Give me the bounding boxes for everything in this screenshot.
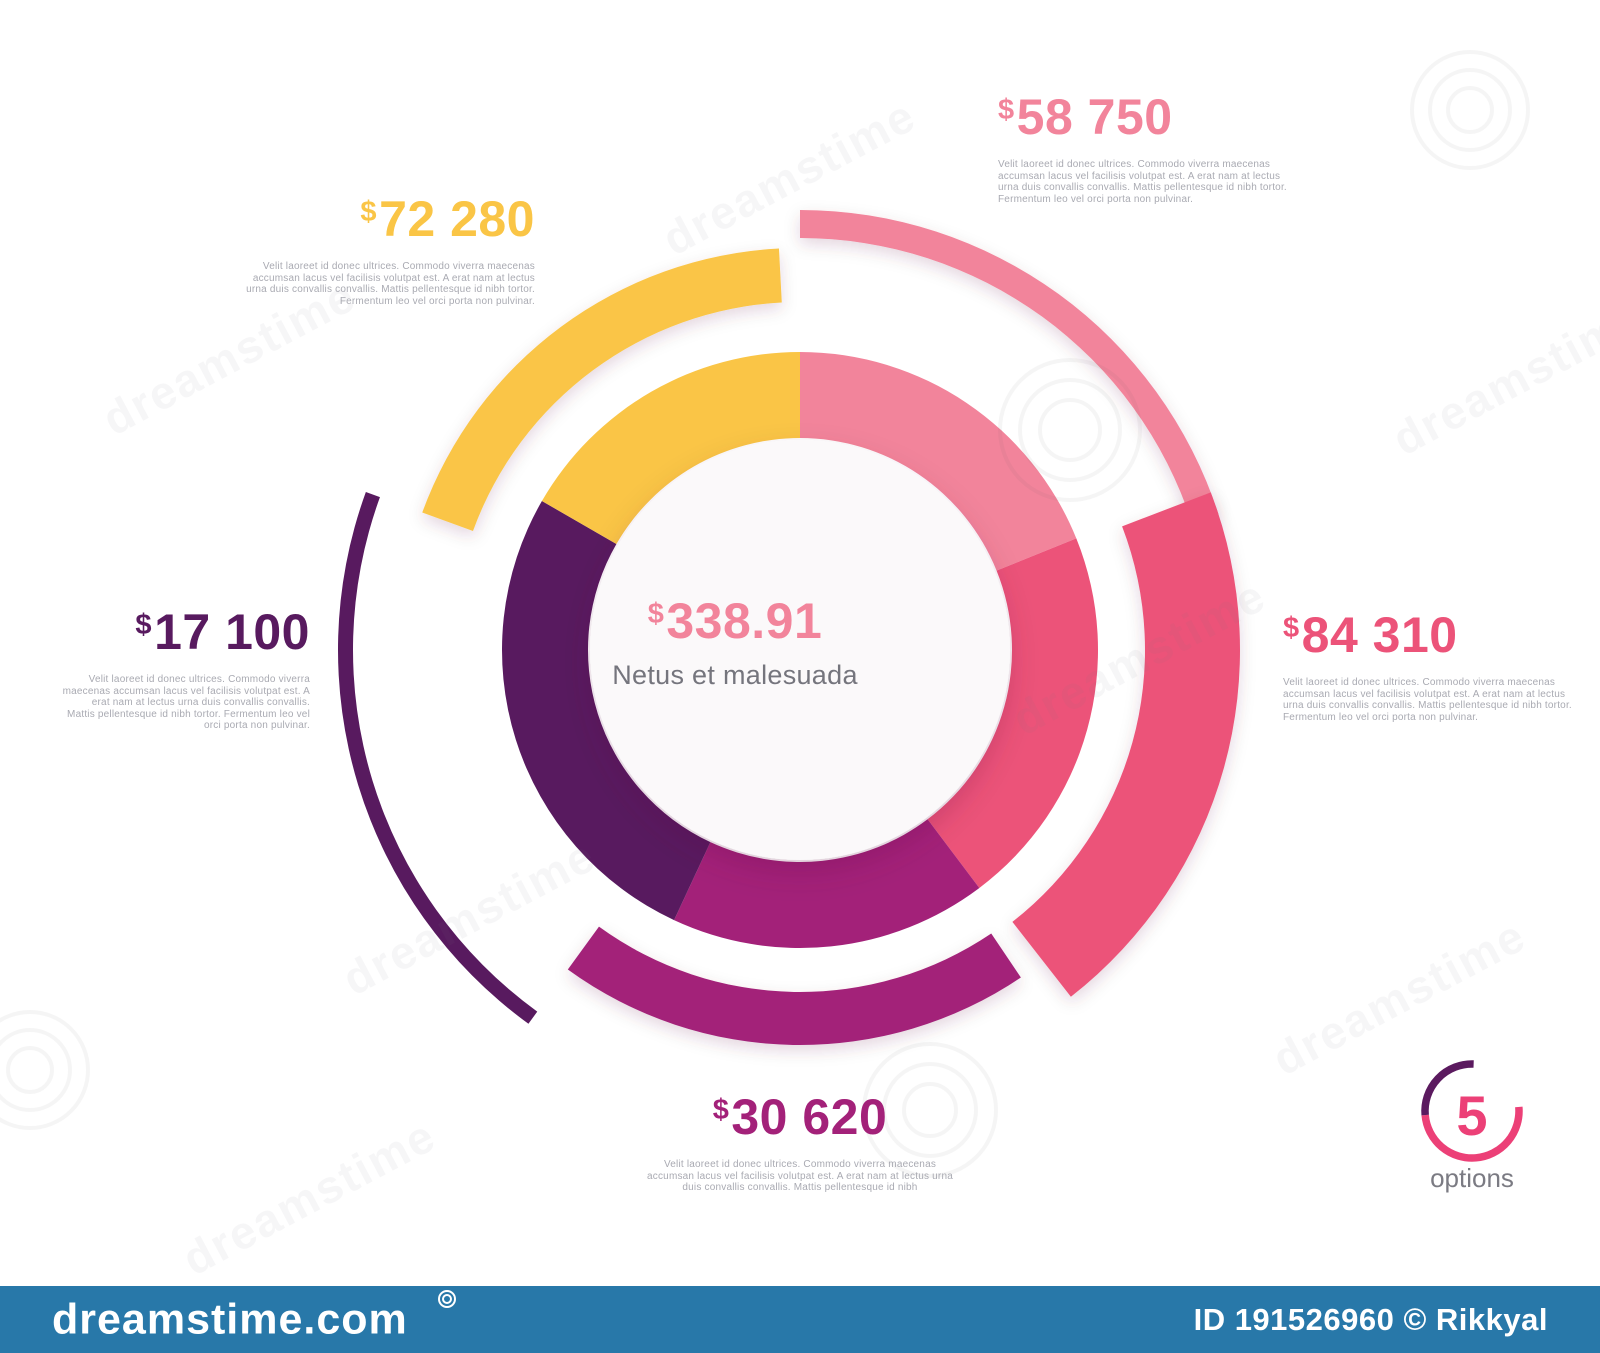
amount: 58 750 [1016, 89, 1173, 145]
center-subtitle: Netus et malesuada [612, 660, 858, 690]
amount: 30 620 [731, 1089, 888, 1145]
segment-description: Velit laoreet id donec ultrices. Commodo… [62, 674, 310, 732]
watermark-spiral-icon [998, 358, 1142, 502]
amount: 84 310 [1301, 607, 1458, 663]
center-total-value: $338.91 [575, 592, 895, 650]
segment-value: $72 280 [243, 190, 535, 248]
options-count: 5 [1456, 1083, 1488, 1147]
ring-segment-30620 [674, 819, 980, 948]
outer-arc-30620 [567, 926, 1021, 1045]
outer-arc-17100 [337, 491, 538, 1024]
watermark-text: dreamstime [1004, 568, 1275, 746]
segment-value: $30 620 [640, 1088, 960, 1146]
segment-value: $58 750 [998, 88, 1298, 146]
segment-description: Velit laoreet id donec ultrices. Commodo… [1283, 677, 1572, 723]
options-count-badge: 5 [1412, 1051, 1532, 1171]
segment-label-17100: $17 100 Velit laoreet id donec ultrices.… [62, 603, 310, 732]
ring-segment-17100 [502, 501, 711, 921]
segment-label-72280: $72 280 Velit laoreet id donec ultrices.… [243, 190, 535, 307]
options-ring-icon [1421, 1060, 1523, 1162]
ring-segment-84310 [927, 538, 1098, 888]
segment-value: $17 100 [62, 603, 310, 661]
watermark-spiral-icon [0, 1010, 90, 1130]
watermark-spiral-icon [1410, 50, 1530, 170]
currency-sign: $ [135, 608, 153, 641]
dreamstime-spiral-icon [438, 1290, 456, 1308]
outer-arc-84310 [1012, 492, 1240, 997]
segment-description: Velit laoreet id donec ultrices. Commodo… [647, 1159, 953, 1194]
options-label: options [1430, 1163, 1514, 1193]
currency-sign: $ [360, 195, 378, 228]
amount: 72 280 [379, 191, 535, 247]
currency-sign: $ [712, 1093, 730, 1126]
amount: 338.91 [666, 593, 823, 649]
ring-segment-58750 [800, 352, 1077, 571]
currency-sign: $ [998, 93, 1015, 126]
badge-arc-pink [1421, 1106, 1523, 1162]
currency-sign: $ [647, 597, 665, 630]
dreamstime-logo: dreamstime.com [52, 1295, 408, 1343]
ring-segment-72280 [541, 352, 800, 544]
segment-description: Velit laoreet id donec ultrices. Commodo… [246, 261, 535, 307]
segment-label-84310: $84 310 Velit laoreet id donec ultrices.… [1283, 606, 1575, 723]
segment-label-58750: $58 750 Velit laoreet id donec ultrices.… [998, 88, 1298, 205]
outer-arc-58750 [800, 210, 1219, 523]
amount: 17 100 [154, 604, 310, 660]
chart-center-label: $338.91 Netus et malesuada [575, 592, 895, 691]
segment-label-30620: $30 620 Velit laoreet id donec ultrices.… [640, 1088, 960, 1194]
watermark-text: dreamstime [174, 1108, 445, 1286]
currency-sign: $ [1283, 611, 1300, 644]
stock-footer-bar: dreamstime.com ID 191526960 © Rikkyal [0, 1286, 1600, 1353]
image-credit: ID 191526960 © Rikkyal [1193, 1301, 1548, 1337]
segment-value: $84 310 [1283, 606, 1575, 664]
badge-arc-purple [1421, 1060, 1474, 1116]
watermark-text: dreamstime [654, 88, 925, 266]
segment-description: Velit laoreet id donec ultrices. Commodo… [998, 159, 1287, 205]
watermark-text: dreamstime [334, 828, 605, 1006]
watermark-text: dreamstime [1384, 288, 1600, 466]
